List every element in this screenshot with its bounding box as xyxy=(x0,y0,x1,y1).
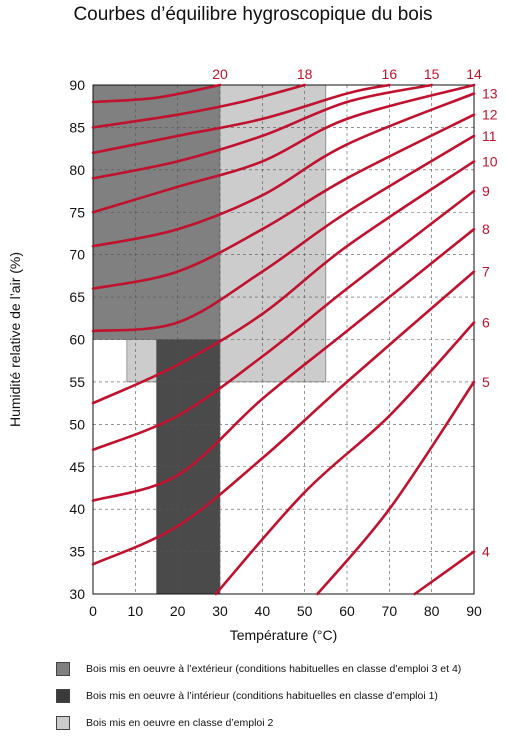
curve-label-7: 7 xyxy=(482,264,490,280)
curve-10 xyxy=(91,160,476,405)
curve-label-9: 9 xyxy=(482,183,490,199)
x-tick-label-70: 70 xyxy=(382,603,398,619)
legend-swatch-interior xyxy=(56,689,70,703)
curve-label-4: 4 xyxy=(482,544,490,560)
hygroscopic-chart: 0 10 20 30 40 50 60 70 80 90303540455055606570758… xyxy=(7,66,498,643)
curve-label-16: 16 xyxy=(382,66,398,82)
curve-12 xyxy=(91,113,476,290)
x-tick-label-30: 30 xyxy=(212,603,228,619)
x-axis-label: Température (°C) xyxy=(230,627,338,643)
curve-5 xyxy=(316,380,476,596)
x-tick-label-90: 90 xyxy=(466,603,482,619)
legend-label-class2: Bois mis en oeuvre en classe d’emploi 2 xyxy=(86,717,274,729)
legend-swatch-class2 xyxy=(56,716,70,730)
y-tick-label-65: 65 xyxy=(69,289,85,305)
legend-label-interior: Bois mis en oeuvre à l’intérieur (condit… xyxy=(86,690,438,702)
y-tick-label-30: 30 xyxy=(69,586,85,602)
y-tick-label-50: 50 xyxy=(69,416,85,432)
curve-label-11: 11 xyxy=(482,128,497,144)
legend-item-exterior: Bois mis en oeuvre à l’extérieur (condit… xyxy=(56,661,461,677)
x-tick-label-10: 10 xyxy=(128,603,144,619)
y-tick-label-35: 35 xyxy=(69,544,85,560)
curve-18 xyxy=(91,83,306,129)
curve-label-20: 20 xyxy=(212,66,228,82)
curve-20 xyxy=(91,83,222,104)
curve-label-18: 18 xyxy=(297,66,313,82)
curve-14 xyxy=(91,83,476,214)
curve-label-14: 14 xyxy=(466,66,482,82)
legend-label-exterior: Bois mis en oeuvre à l’extérieur (condit… xyxy=(86,663,462,675)
x-tick-label-0: 0 xyxy=(89,603,97,619)
curve-label-8: 8 xyxy=(482,221,490,237)
y-tick-label-40: 40 xyxy=(69,501,85,517)
y-tick-label-45: 45 xyxy=(69,459,85,475)
curve-label-12: 12 xyxy=(482,107,498,123)
legend-item-class2: Bois mis en oeuvre en classe d’emploi 2 xyxy=(56,715,273,731)
y-tick-label-60: 60 xyxy=(69,332,85,348)
curve-4 xyxy=(413,550,476,596)
legend-swatch-exterior xyxy=(56,662,70,676)
curve-13 xyxy=(91,92,476,248)
x-tick-label-60: 60 xyxy=(339,603,355,619)
x-tick-label-40: 40 xyxy=(255,603,271,619)
y-tick-label-80: 80 xyxy=(69,162,85,178)
y-tick-label-90: 90 xyxy=(69,77,85,93)
curve-label-5: 5 xyxy=(482,374,490,390)
plot-frame xyxy=(92,84,475,595)
curve-label-15: 15 xyxy=(424,66,440,82)
x-tick-label-50: 50 xyxy=(297,603,313,619)
curve-label-6: 6 xyxy=(482,315,490,331)
curve-11 xyxy=(91,134,476,333)
curve-15 xyxy=(91,83,433,180)
x-tick-label-20: 20 xyxy=(170,603,186,619)
y-tick-label-85: 85 xyxy=(69,119,85,135)
curve-8 xyxy=(91,227,476,502)
x-tick-label-80: 80 xyxy=(424,603,440,619)
curve-6 xyxy=(214,321,476,596)
region-1 xyxy=(92,84,221,340)
y-axis-label: Humidité relative de l’air (%) xyxy=(7,252,23,427)
curve-label-10: 10 xyxy=(482,153,498,169)
y-tick-label-75: 75 xyxy=(69,204,85,220)
legend-item-interior: Bois mis en oeuvre à l’intérieur (condit… xyxy=(56,688,438,704)
curve-9 xyxy=(91,189,476,452)
chart-title: Courbes d’équilibre hygroscopique du boi… xyxy=(73,4,433,25)
curve-16 xyxy=(91,83,391,155)
y-tick-label-55: 55 xyxy=(69,374,85,390)
curve-7 xyxy=(91,270,476,566)
y-tick-label-70: 70 xyxy=(69,247,85,263)
curve-label-13: 13 xyxy=(482,85,498,101)
